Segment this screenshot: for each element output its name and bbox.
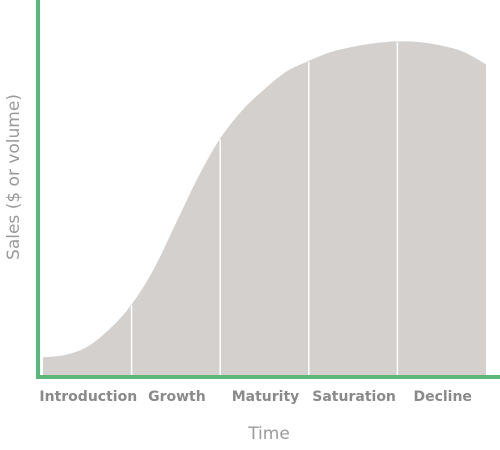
stage-label-decline: Decline [413,389,471,405]
x-axis-label: Time [247,424,290,444]
sales-area [43,41,486,376]
axes [36,0,500,379]
y-axis-label: Sales ($ or volume) [4,94,24,260]
stage-labels: Introduction Growth Maturity Saturation Decl… [39,389,472,405]
stage-label-introduction: Introduction [39,389,137,405]
stage-dividers [130,42,399,375]
stage-label-growth: Growth [148,389,206,405]
stage-label-maturity: Maturity [232,389,300,405]
area-layer [43,41,486,376]
stage-label-saturation: Saturation [312,389,396,405]
